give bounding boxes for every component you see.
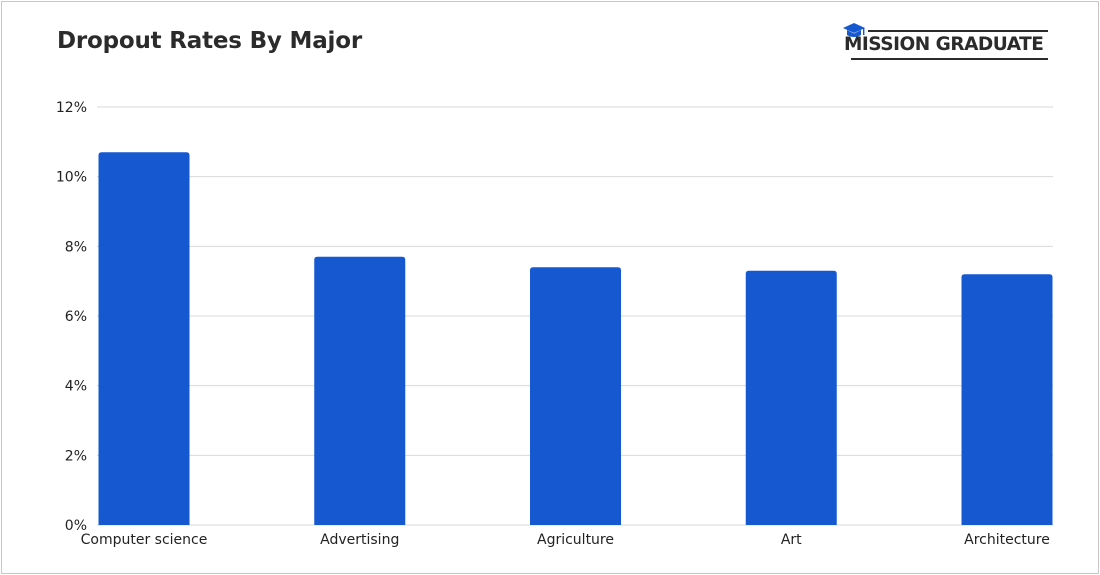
brand-name: MISSION GRADUATE xyxy=(844,34,1044,55)
bar-computer-science xyxy=(98,152,190,526)
y-tick-label: 0% xyxy=(65,518,87,534)
x-category-label: Agriculture xyxy=(537,532,614,548)
x-axis-labels: Computer science Advertising Agriculture Ar… xyxy=(81,532,1050,548)
bar-architecture xyxy=(961,274,1053,525)
y-axis-ticks: 0% 2% 4% 6% 8% 10% 12% xyxy=(56,100,87,534)
y-tick-label: 10% xyxy=(56,170,87,186)
bar-art xyxy=(745,270,837,525)
logo-bottom-rule xyxy=(851,58,1048,60)
x-category-label: Computer science xyxy=(81,532,208,548)
y-tick-label: 6% xyxy=(65,309,87,325)
bar-advertising xyxy=(314,256,406,525)
y-tick-label: 8% xyxy=(65,239,87,255)
logo-top-rule xyxy=(868,30,1048,32)
chart-title: Dropout Rates By Major xyxy=(57,28,362,54)
y-tick-label: 12% xyxy=(56,100,87,116)
y-tick-label: 2% xyxy=(65,448,87,464)
bars xyxy=(98,152,1053,526)
graduation-cap-icon xyxy=(843,23,865,37)
y-tick-label: 4% xyxy=(65,379,87,395)
x-category-label: Art xyxy=(781,532,802,548)
x-category-label: Advertising xyxy=(320,532,399,548)
brand-logo: MISSION GRADUATE xyxy=(842,22,1054,62)
x-category-label: Architecture xyxy=(964,532,1050,548)
bar-agriculture xyxy=(530,267,621,525)
